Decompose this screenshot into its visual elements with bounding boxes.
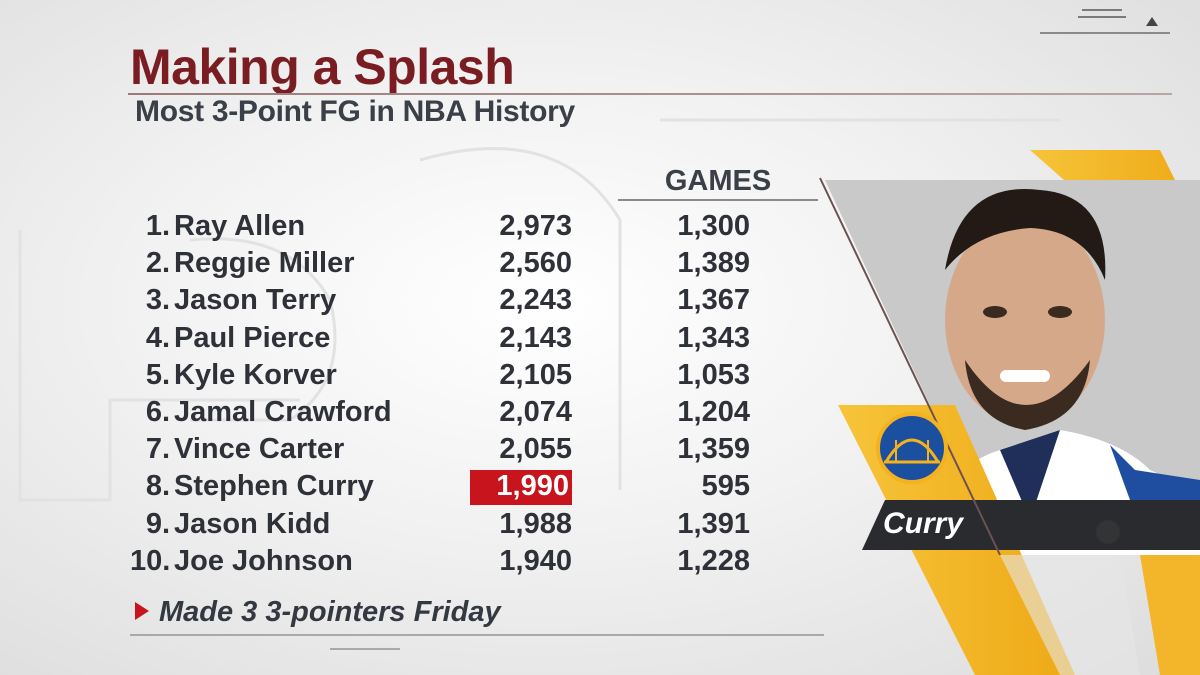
rank: 1. [145,210,170,242]
player-name: Jason Terry [174,284,337,317]
three-pointers: 2,560 [499,247,572,280]
table-row: 5. Kyle Korver 2,105 1,053 [130,357,770,394]
player-name: Jamal Crawford [174,395,392,428]
three-pointers: 1,988 [499,507,572,540]
rank: 2. [145,247,170,280]
player-name: Reggie Miller [174,247,355,280]
arrow-up-icon[interactable] [1146,17,1158,26]
player-name: Stephen Curry [174,470,374,503]
top-rule [1040,32,1170,34]
table-row: 6. Jamal Crawford 2,074 1,204 [130,394,770,431]
player-name: Kyle Korver [174,358,337,391]
games-played: 1,300 [677,210,750,242]
three-pointers: 1,940 [499,544,572,577]
three-pointers: 2,055 [499,433,572,466]
table-row: 7. Vince Carter 2,055 1,359 [130,431,770,468]
three-pointers: 2,105 [499,358,572,391]
table-row: 9. Jason Kidd 1,988 1,391 [130,506,770,543]
games-played: 1,228 [677,544,750,577]
bottom-tick [330,648,400,650]
play-arrow-icon [135,601,149,620]
three-pointers: 2,074 [499,395,572,428]
rank: 5. [145,358,170,391]
player-name: Paul Pierce [174,321,331,354]
title-divider [128,93,1172,95]
games-played: 1,053 [677,358,750,391]
player-photo [825,180,1200,555]
games-played: 1,359 [677,433,750,466]
rank: 6. [145,395,170,428]
menu-icon[interactable] [1078,9,1128,23]
games-played: 1,391 [677,507,750,540]
three-pointers: 2,143 [499,321,572,354]
player-name: Ray Allen [174,210,306,242]
games-played: 595 [701,470,750,503]
player-name: Vince Carter [174,433,345,466]
footnote-text: Made 3 3-pointers Friday [159,596,501,628]
page-subtitle: Most 3-Point FG in NBA History [135,95,575,128]
table-row: 4. Paul Pierce 2,143 1,343 [130,320,770,357]
rank: 4. [145,321,170,354]
player-name: Joe Johnson [174,544,353,577]
team-logo-icon [876,412,948,484]
games-played: 1,204 [677,395,750,428]
table-row: 2. Reggie Miller 2,560 1,389 [130,245,770,282]
table-row: 1. Ray Allen 2,973 1,300 [130,208,770,245]
games-column-header: GAMES [664,165,772,197]
leaders-table: 1. Ray Allen 2,973 1,300 2. Reggie Mille… [130,208,770,580]
rank: 3. [145,284,170,317]
three-pointers: 2,973 [499,210,572,242]
rank: 7. [145,433,170,466]
rank: 10. [130,544,171,577]
table-row: 3. Jason Terry 2,243 1,367 [130,282,770,319]
player-name: Jason Kidd [174,507,331,540]
player-name-tag: Curry [883,507,964,540]
games-played: 1,367 [677,284,750,317]
three-pointers: 2,243 [499,284,572,317]
three-pointers-highlight: 1,990 [470,470,572,506]
rank: 8. [145,470,170,503]
games-played: 1,389 [677,247,750,280]
rank: 9. [145,507,170,540]
games-played: 1,343 [677,321,750,354]
bottom-rule [130,634,824,636]
games-header-rule [618,199,818,201]
page-title: Making a Splash [130,39,515,95]
table-row-highlighted: 8. Stephen Curry 1,990 595 [130,468,770,506]
table-row: 10. Joe Johnson 1,940 1,228 [130,543,770,580]
footnote: Made 3 3-pointers Friday [135,596,501,629]
